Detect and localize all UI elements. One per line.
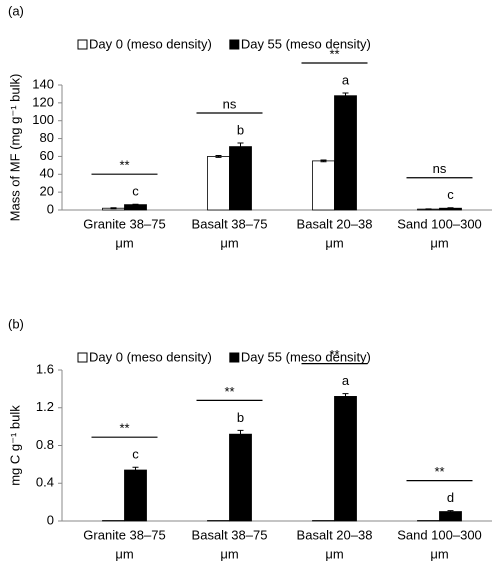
x-tick-label: Granite 38–75	[83, 527, 165, 542]
letter-label: c	[132, 447, 139, 462]
legend-label: Day 0 (meso density)	[89, 36, 212, 51]
y-tick-label: 0	[47, 201, 54, 216]
letter-label: c	[132, 184, 139, 199]
significance-label: **	[329, 46, 339, 61]
y-tick-label: 40	[40, 166, 54, 181]
error-bar	[110, 207, 117, 210]
y-axis-label: mg C g⁻¹ bulk	[7, 405, 22, 486]
error-bar	[342, 393, 349, 400]
letter-label: b	[237, 410, 244, 425]
y-tick-label: 0	[47, 512, 54, 527]
x-tick-label: μm	[115, 546, 133, 561]
x-tick-label: Basalt 20–38	[297, 216, 373, 231]
legend-swatch	[77, 352, 88, 363]
bar	[229, 433, 252, 522]
x-tick-label: Basalt 38–75	[192, 216, 268, 231]
x-tick-label: μm	[430, 546, 448, 561]
significance-label: **	[119, 421, 129, 436]
error-bar	[215, 155, 222, 158]
bar	[124, 469, 147, 522]
error-bar	[425, 208, 432, 210]
letter-label: c	[447, 187, 454, 202]
significance-label: ns	[223, 96, 237, 111]
y-tick-label: 0.4	[36, 475, 54, 490]
legend-label: Day 55 (meso density)	[241, 36, 371, 51]
bar	[334, 396, 357, 522]
error-bar	[237, 142, 244, 151]
bar	[334, 95, 357, 211]
letter-label: a	[342, 373, 350, 388]
error-bar	[342, 92, 349, 99]
x-tick-label: Granite 38–75	[83, 216, 165, 231]
y-tick-label: 60	[40, 148, 54, 163]
letter-label: d	[447, 490, 454, 505]
y-tick-label: 1.2	[36, 399, 54, 414]
y-tick-label: 1.6	[36, 361, 54, 376]
x-tick-label: μm	[430, 235, 448, 250]
x-tick-label: Basalt 20–38	[297, 527, 373, 542]
legend-label: Day 55 (meso density)	[241, 349, 371, 364]
error-bar	[447, 510, 454, 514]
y-tick-label: 120	[32, 94, 54, 109]
y-axis-label: Mass of MF (mg g⁻¹ bulk)	[7, 74, 22, 222]
panel-label: (a)	[8, 3, 24, 18]
panel-label: (b)	[8, 316, 24, 331]
bar	[229, 146, 252, 211]
x-tick-label: μm	[325, 546, 343, 561]
significance-label: **	[434, 464, 444, 479]
legend-swatch	[229, 352, 240, 363]
significance-label: **	[224, 384, 234, 399]
error-bar	[132, 466, 139, 474]
y-tick-label: 80	[40, 130, 54, 145]
error-bar	[237, 429, 244, 439]
x-tick-label: Sand 100–300	[397, 216, 482, 231]
x-tick-label: μm	[325, 235, 343, 250]
x-tick-label: μm	[220, 235, 238, 250]
legend-swatch	[229, 39, 240, 50]
legend-swatch	[77, 39, 88, 50]
significance-label: **	[119, 158, 129, 173]
significance-label: **	[329, 347, 339, 362]
error-bar	[320, 159, 327, 163]
error-bar	[447, 207, 454, 210]
y-tick-label: 20	[40, 184, 54, 199]
x-tick-label: μm	[115, 235, 133, 250]
y-tick-label: 100	[32, 112, 54, 127]
letter-label: b	[237, 122, 244, 137]
x-tick-label: Basalt 38–75	[192, 527, 268, 542]
error-bar	[132, 203, 139, 206]
x-tick-label: μm	[220, 546, 238, 561]
y-tick-label: 0.8	[36, 437, 54, 452]
y-tick-label: 140	[32, 76, 54, 91]
legend-label: Day 0 (meso density)	[89, 349, 212, 364]
significance-label: ns	[433, 161, 447, 176]
x-tick-label: Sand 100–300	[397, 527, 482, 542]
letter-label: a	[342, 72, 350, 87]
bar	[312, 160, 335, 211]
bar	[207, 156, 230, 211]
